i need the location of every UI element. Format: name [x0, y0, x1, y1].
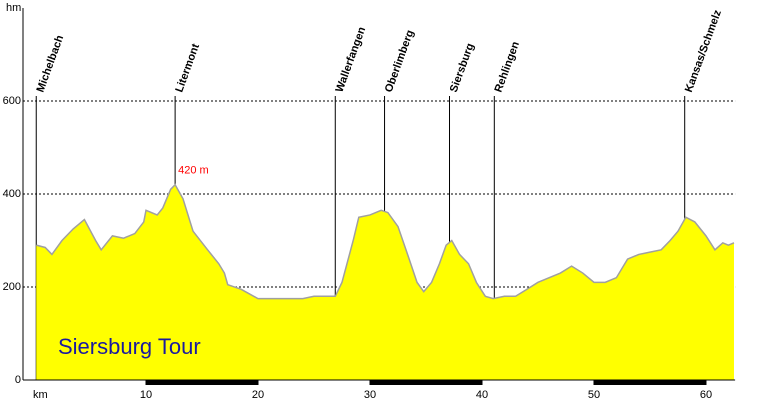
x-tick-label: 10 [140, 389, 152, 401]
value-label: 420 m [178, 165, 209, 177]
x-tick-label: 20 [252, 389, 264, 401]
y-tick-label: 200 [3, 281, 21, 293]
y-tick-label: 400 [3, 188, 21, 200]
waypoint-label: Litermont [173, 42, 202, 94]
elevation-area [36, 184, 734, 380]
axis-band [593, 380, 706, 385]
waypoint-label: Wallerfangen [334, 25, 369, 94]
waypoint-label: Oberlimberg [383, 28, 417, 94]
elevation-line [36, 183, 735, 300]
y-tick-label: 600 [3, 95, 21, 107]
x-tick-label: 50 [588, 389, 600, 401]
x-tick-label: 30 [364, 389, 376, 401]
chart-title: Siersburg Tour [58, 334, 201, 359]
axis-band [369, 380, 482, 385]
y-axis-label: hm [6, 2, 21, 14]
y-tick-label: 0 [15, 374, 21, 386]
axis-band [145, 380, 258, 385]
x-axis-label: km [33, 389, 48, 401]
waypoint-label: Michelbach [35, 33, 67, 94]
waypoint-label: Kansas/Schmelz [683, 8, 724, 94]
waypoint-label: Siersburg [448, 42, 477, 94]
waypoint-label: Rehlingen [493, 40, 523, 94]
x-tick-label: 40 [476, 389, 488, 401]
x-tick-label: 60 [700, 389, 712, 401]
